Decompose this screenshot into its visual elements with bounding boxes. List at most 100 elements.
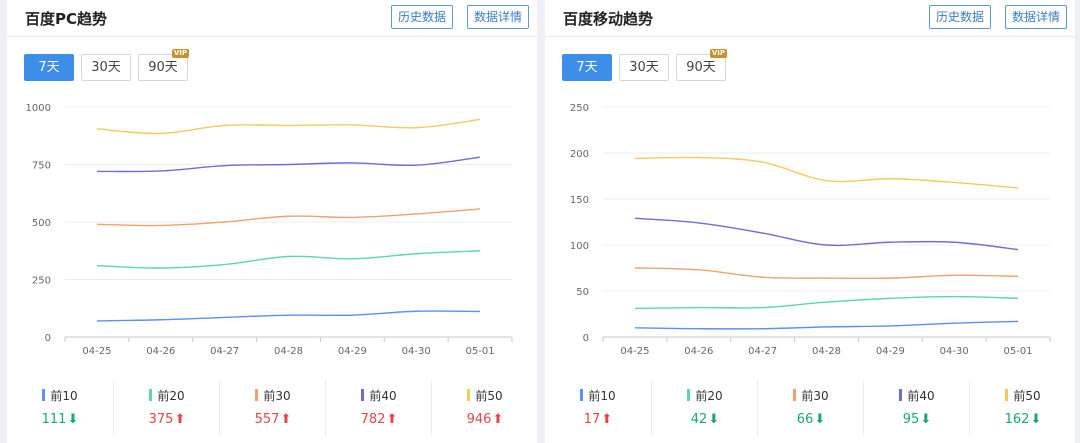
tab-label: 90天 [148, 60, 178, 75]
data-detail-button[interactable]: 数据详情 [1004, 5, 1067, 29]
y-tick-label: 0 [583, 333, 589, 344]
legend-row: 前10 111⬇ 前20 375⬆ 前30 557⬆ 前40 782⬆ 前50 … [7, 380, 537, 436]
series-line [634, 320, 1019, 330]
legend-row: 前10 17⬆ 前20 42⬇ 前30 66⬇ 前40 95⬇ 前50 162⬇ [545, 380, 1075, 436]
x-tick-label: 04-30 [940, 346, 969, 357]
trend-arrow-icon: ⬆ [174, 412, 186, 427]
legend-label: 前40 [907, 389, 935, 403]
legend-item-top50[interactable]: 前50 946⬆ [431, 380, 538, 436]
panel-title: 百度PC趋势 [25, 10, 108, 28]
trend-arrow-icon: ⬆ [280, 412, 292, 427]
series-swatch [42, 389, 46, 401]
trend-arrow-icon: ⬇ [920, 412, 932, 427]
tab-7-days[interactable]: 7天 [24, 54, 74, 81]
trend-arrow-icon: ⬇ [814, 412, 826, 427]
legend-item-top50[interactable]: 前50 162⬇ [969, 380, 1076, 436]
series-swatch [899, 389, 903, 401]
y-tick-label: 750 [32, 161, 51, 172]
x-tick-label: 04-29 [338, 346, 367, 357]
legend-item-top20[interactable]: 前20 375⬆ [113, 380, 220, 436]
legend-item-top30[interactable]: 前30 557⬆ [219, 380, 326, 436]
history-data-button[interactable]: 历史数据 [390, 5, 453, 29]
trend-arrow-icon: ⬇ [1030, 412, 1042, 427]
legend-item-top40[interactable]: 前40 95⬇ [863, 380, 970, 436]
series-line [96, 250, 481, 269]
legend-item-top10[interactable]: 前10 111⬇ [7, 380, 113, 436]
legend-label: 前30 [263, 389, 291, 403]
series-line [634, 267, 1019, 280]
legend-value: 782 [360, 412, 386, 427]
series-swatch [1005, 389, 1009, 401]
y-tick-label: 250 [570, 103, 589, 114]
x-tick-label: 04-26 [684, 346, 713, 357]
legend-value: 375 [148, 412, 174, 427]
series-line [96, 310, 481, 322]
trend-arrow-icon: ⬆ [492, 412, 504, 427]
tab-label: 90天 [686, 60, 716, 75]
x-tick-label: 04-30 [402, 346, 431, 357]
legend-value: 17 [583, 412, 601, 427]
legend-label: 前20 [695, 389, 723, 403]
pc-trend-panel: 百度PC趋势 历史数据 数据详情 7天 30天 90天 VIP 0 250 500 7… [7, 0, 537, 443]
legend-item-top30[interactable]: 前30 66⬇ [757, 380, 864, 436]
series-swatch [361, 389, 365, 401]
x-tick-label: 04-28 [274, 346, 303, 357]
x-tick-label: 04-27 [748, 346, 777, 357]
x-tick-label: 05-01 [1004, 346, 1033, 357]
series-line [634, 295, 1019, 310]
tab-30-days[interactable]: 30天 [619, 54, 669, 81]
trend-arrow-icon: ⬆ [386, 412, 398, 427]
history-data-button[interactable]: 历史数据 [928, 5, 991, 29]
x-tick-label: 05-01 [466, 346, 495, 357]
y-tick-label: 0 [45, 333, 51, 344]
x-tick-label: 04-29 [876, 346, 905, 357]
y-tick-label: 250 [32, 276, 51, 287]
series-line [634, 156, 1019, 189]
legend-label: 前50 [1013, 389, 1041, 403]
y-tick-label: 1000 [26, 103, 51, 114]
panel-header: 百度PC趋势 历史数据 数据详情 [7, 0, 537, 37]
legend-label: 前30 [801, 389, 829, 403]
tab-90-days[interactable]: 90天 VIP [138, 49, 189, 81]
legend-item-top10[interactable]: 前10 17⬆ [545, 380, 651, 436]
tab-90-days[interactable]: 90天 VIP [676, 49, 727, 81]
mobile-line-chart: 0 50 100 150 200 250 04-25 04-26 04-27 04-28 04-29… [570, 103, 1051, 357]
series-swatch [687, 389, 691, 401]
legend-value: 95 [902, 412, 920, 427]
legend-item-top40[interactable]: 前40 782⬆ [325, 380, 432, 436]
tab-7-days[interactable]: 7天 [562, 54, 612, 81]
legend-value: 66 [796, 412, 814, 427]
vip-badge: VIP [171, 49, 189, 58]
y-tick-label: 200 [570, 149, 589, 160]
data-detail-button[interactable]: 数据详情 [466, 5, 529, 29]
legend-value: 162 [1004, 412, 1030, 427]
pc-line-chart: 0 250 500 750 1000 04-25 04-26 04-27 04-28 04-29 0… [26, 103, 513, 357]
series-swatch [580, 389, 584, 401]
tab-30-days[interactable]: 30天 [81, 54, 131, 81]
series-swatch [467, 389, 471, 401]
legend-label: 前10 [588, 389, 616, 403]
trend-arrow-icon: ⬆ [601, 412, 613, 427]
legend-label: 前40 [369, 389, 397, 403]
x-tick-label: 04-25 [620, 346, 649, 357]
series-swatch [149, 389, 153, 401]
series-swatch [255, 389, 259, 401]
series-swatch [793, 389, 797, 401]
legend-label: 前50 [475, 389, 503, 403]
series-line [96, 156, 481, 173]
legend-label: 前10 [50, 389, 78, 403]
x-tick-label: 04-28 [812, 346, 841, 357]
legend-item-top20[interactable]: 前20 42⬇ [651, 380, 758, 436]
y-tick-label: 500 [32, 218, 51, 229]
panel-title: 百度移动趋势 [563, 10, 654, 28]
series-line [96, 118, 481, 135]
y-tick-label: 150 [570, 195, 589, 206]
vip-badge: VIP [709, 49, 727, 58]
x-tick-label: 04-26 [146, 346, 175, 357]
legend-value: 946 [466, 412, 492, 427]
trend-arrow-icon: ⬇ [708, 412, 720, 427]
mobile-trend-panel: 百度移动趋势 历史数据 数据详情 7天 30天 90天 VIP 0 50 100 15… [545, 0, 1075, 443]
y-tick-label: 100 [570, 241, 589, 252]
y-tick-label: 50 [576, 287, 589, 298]
legend-value: 42 [690, 412, 708, 427]
